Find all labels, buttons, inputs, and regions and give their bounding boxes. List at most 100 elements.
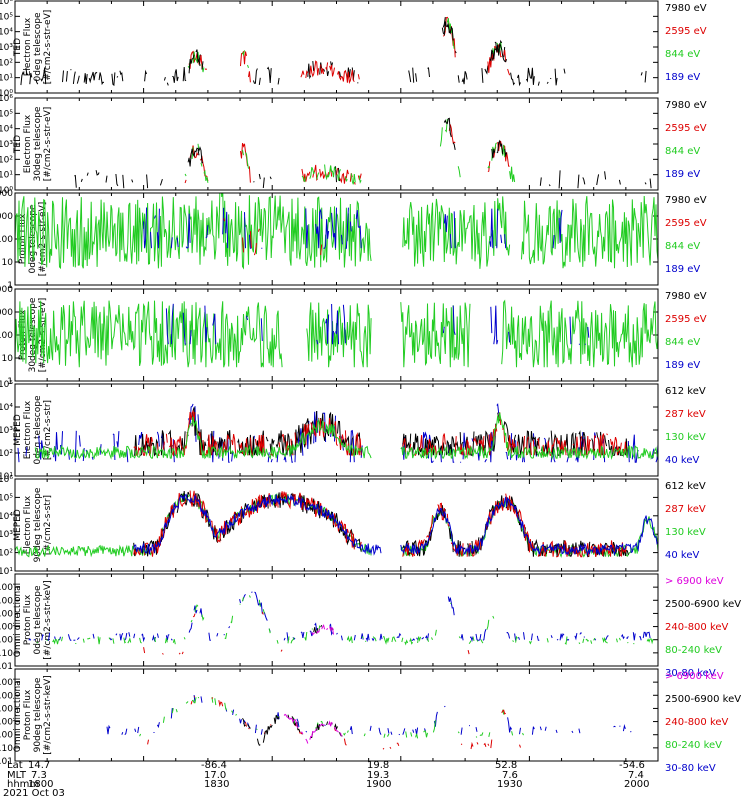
y-tick-label: 10² (0, 58, 13, 68)
y-axis-label: [#/cm2-s-str-keV] (43, 580, 53, 659)
y-axis-label: 0deg telescope (33, 585, 43, 655)
legend-entry: 80-240 keV (665, 645, 722, 656)
series-line (187, 117, 508, 167)
legend-entry: 7980 eV (665, 195, 707, 206)
legend-entry: 30-80 keV (665, 668, 716, 679)
footer-lat-value: -86.4 (201, 760, 227, 771)
y-axis-label: MEPED (13, 414, 23, 446)
panel-frame (14, 97, 659, 191)
y-tick-label: 10² (0, 449, 13, 459)
y-tick-label: 10³ (0, 43, 13, 53)
y-tick-label: 10⁰ (0, 186, 13, 196)
y-tick-label: 10⁴ (0, 125, 13, 135)
y-tick-label: 10⁶ (0, 0, 13, 7)
series-line (15, 193, 658, 270)
series-line (243, 715, 351, 753)
legend-entry: 287 keV (665, 409, 706, 420)
footer-row-label-hhmm: hhmm (7, 779, 40, 790)
series-traces (15, 403, 658, 463)
series-traces (29, 592, 658, 655)
footer-time-value: 1800 (28, 779, 54, 790)
y-tick-label: 0.10 (0, 744, 13, 754)
series-line (283, 713, 342, 744)
y-tick-label: 10² (0, 549, 13, 559)
series-traces (74, 117, 653, 188)
panel-5: 10¹ 10² 10³ 10⁴ 10⁵ MEPED Electron Flux 0deg te… (0, 380, 706, 482)
footer-time-value: 1930 (497, 779, 523, 790)
footer-mlt-value: 7.4 (628, 770, 644, 781)
series-line (184, 124, 510, 185)
series-traces (15, 299, 658, 368)
legend-entry: 7980 eV (665, 291, 707, 302)
y-tick-label: 10³ (0, 530, 13, 540)
panel-frame (14, 288, 659, 382)
y-tick-label: 1.00 (0, 731, 13, 741)
series-line (29, 592, 656, 641)
series-line (165, 303, 590, 345)
legend-entry: 240-800 keV (665, 622, 729, 633)
legend-entry: 240-800 keV (665, 717, 729, 728)
y-tick-label: 10.00 (0, 718, 13, 728)
footer-date: 2021 Oct 03 (3, 788, 65, 799)
series-line (107, 695, 658, 735)
legend-entry: 7980 eV (665, 3, 707, 14)
panel-1: 10⁰ 10¹ 10² 10³ 10⁴ 10⁵ 10⁶ TED Electron Flux 0de… (0, 0, 707, 99)
series-traces (15, 193, 658, 270)
series-line (311, 624, 334, 636)
y-tick-label: 10⁵ (0, 12, 13, 22)
series-line (188, 18, 506, 72)
legend-entry: 189 eV (665, 264, 700, 275)
series-line (134, 491, 629, 557)
legend-entry: 80-240 keV (665, 740, 722, 751)
y-tick-label: 10 (2, 258, 14, 268)
y-tick-label: 10.00 (0, 623, 13, 633)
legend-entry: 2500-6900 keV (665, 599, 741, 610)
y-tick-label: 10¹ (0, 567, 13, 577)
legend-entry: 30-80 keV (665, 763, 716, 774)
legend-entry: 612 keV (665, 481, 706, 492)
legend-entry: 130 keV (665, 527, 706, 538)
footer-row-label-mlt: MLT (7, 770, 26, 781)
y-axis-label: Proton Flux (18, 213, 28, 264)
series-line (37, 595, 658, 644)
y-axis-label: Proton Flux (23, 689, 33, 740)
y-axis-label: Electron Flux (23, 495, 33, 554)
panel-6: 10¹ 10² 10³ 10⁴ 10⁵ 10⁶ MEPED Electron Flux 90de… (0, 475, 706, 577)
panel-frame (14, 383, 659, 477)
legend-entry: 40 keV (665, 550, 699, 561)
y-axis-label: Electron Flux (23, 400, 33, 459)
legend-entry: 612 keV (665, 386, 706, 397)
y-axis-label: TED (13, 38, 23, 57)
series-traces (107, 695, 658, 752)
y-tick-label: 100.00 (0, 609, 13, 619)
y-tick-label: 10⁰ (0, 89, 13, 99)
y-tick-label: 10² (0, 155, 13, 165)
y-axis-label: 90deg telescope (33, 487, 43, 562)
legend-entry: 130 keV (665, 432, 706, 443)
y-axis-label: 30deg telescope (33, 106, 43, 181)
footer-lat-value: 52.8 (495, 760, 518, 771)
series-traces (20, 17, 647, 87)
series-line (147, 696, 521, 750)
y-tick-label: 1.00 (0, 636, 13, 646)
series-line (188, 21, 508, 74)
legend-entry: 2595 eV (665, 314, 707, 325)
series-line (133, 493, 658, 557)
legend-entry: > 6900 keV (665, 671, 724, 682)
footer-mlt-value: 19.3 (367, 770, 390, 781)
legend-entry: 189 eV (665, 72, 700, 83)
y-axis-label: [#/cm2-s-str-keV] (43, 675, 53, 754)
footer-mlt-value: 7.3 (31, 770, 47, 781)
y-axis-label: 0deg telescope (33, 395, 43, 465)
legend-entry: 844 eV (665, 337, 700, 348)
